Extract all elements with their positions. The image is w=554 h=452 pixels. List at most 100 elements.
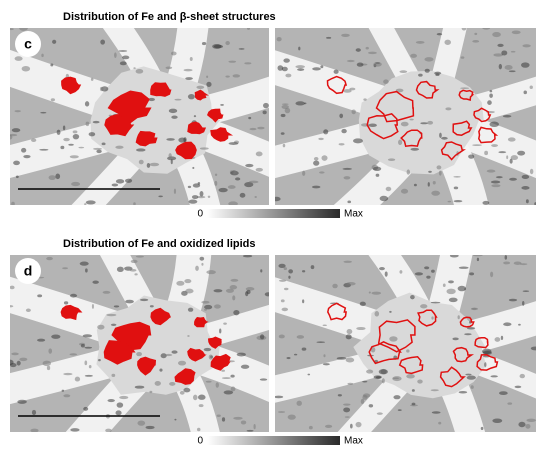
speckle	[397, 409, 402, 412]
speckle	[316, 341, 325, 344]
speckle	[510, 50, 516, 53]
speckle	[298, 46, 301, 51]
speckle	[355, 421, 362, 428]
speckle	[179, 390, 185, 395]
speckle	[413, 183, 417, 187]
speckle	[213, 44, 224, 49]
speckle	[522, 44, 531, 48]
speckle	[520, 62, 530, 68]
panel-title: Distribution of Fe and oxidized lipids	[63, 238, 256, 250]
speckle	[31, 409, 37, 416]
speckle	[84, 374, 93, 377]
speckle	[254, 196, 257, 198]
speckle	[431, 411, 441, 414]
speckle	[42, 360, 51, 367]
speckle	[518, 421, 526, 428]
speckle	[218, 187, 228, 193]
speckle	[277, 411, 286, 413]
speckle	[11, 201, 15, 205]
speckle	[37, 294, 43, 298]
speckle	[347, 382, 354, 385]
speckle	[13, 160, 20, 166]
speckle	[205, 380, 212, 383]
label-badge	[15, 31, 41, 57]
speckle	[125, 178, 133, 183]
speckle	[287, 414, 296, 420]
speckle	[347, 200, 352, 204]
region-outline	[452, 120, 473, 136]
speckle	[173, 188, 177, 194]
speckle	[534, 202, 536, 205]
speckle	[432, 181, 436, 185]
fe-region	[103, 340, 136, 365]
speckle	[283, 58, 290, 63]
speckle	[85, 121, 90, 127]
speckle	[472, 39, 480, 43]
speckle	[282, 143, 286, 148]
speckle	[489, 121, 500, 128]
speckle	[225, 75, 230, 78]
speckle	[197, 195, 206, 199]
speckle	[232, 295, 236, 301]
speckle	[296, 335, 305, 339]
speckle	[160, 353, 167, 359]
speckle	[185, 288, 194, 294]
speckle	[452, 337, 459, 341]
speckle	[296, 400, 302, 406]
speckle	[74, 376, 81, 382]
speckle	[498, 63, 503, 70]
speckle	[387, 158, 396, 162]
speckle	[323, 129, 329, 135]
speckle	[187, 307, 194, 312]
speckle	[490, 180, 501, 184]
speckle	[301, 347, 307, 351]
speckle	[318, 137, 324, 141]
speckle	[431, 190, 441, 196]
speckle	[240, 364, 250, 369]
speckle	[470, 385, 474, 389]
speckle	[345, 282, 356, 286]
speckle	[146, 163, 151, 168]
speckle	[230, 278, 239, 282]
speckle	[10, 305, 14, 308]
speckle	[399, 70, 408, 73]
speckle	[400, 188, 409, 194]
speckle	[415, 41, 425, 44]
speckle	[308, 425, 313, 430]
region-outline	[400, 129, 423, 148]
region-outline	[398, 356, 424, 375]
speckle	[206, 75, 209, 79]
speckle	[522, 301, 525, 306]
region-outline	[366, 112, 399, 140]
speckle	[466, 375, 476, 380]
speckle	[55, 173, 61, 180]
speckle	[39, 148, 49, 151]
speckle	[476, 257, 480, 262]
speckle	[220, 103, 224, 106]
speckle	[119, 61, 127, 66]
speckle	[204, 304, 213, 310]
speckle	[229, 285, 238, 290]
speckle	[14, 56, 23, 61]
micrograph	[10, 255, 269, 432]
speckle	[244, 62, 252, 65]
speckle	[199, 256, 205, 261]
speckle	[191, 195, 199, 200]
speckle	[115, 145, 124, 149]
speckle	[187, 93, 195, 100]
speckle	[513, 261, 522, 265]
speckle	[63, 137, 70, 142]
speckle	[359, 301, 366, 307]
speckle	[458, 390, 468, 394]
speckle	[46, 365, 51, 371]
speckle	[113, 305, 120, 308]
speckle	[170, 159, 173, 165]
speckle	[233, 416, 243, 420]
speckle	[80, 344, 85, 348]
speckle	[280, 299, 285, 303]
speckle	[204, 308, 207, 311]
speckle	[214, 180, 218, 186]
speckle	[165, 66, 173, 70]
fe-region	[104, 113, 135, 137]
